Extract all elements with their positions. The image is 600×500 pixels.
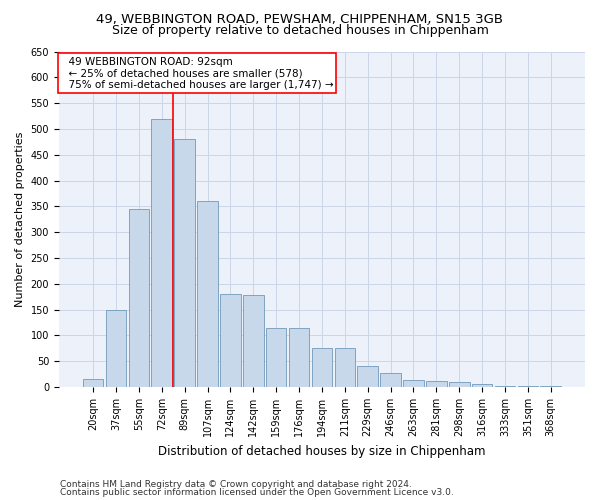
- X-axis label: Distribution of detached houses by size in Chippenham: Distribution of detached houses by size …: [158, 444, 486, 458]
- Bar: [426, 381, 446, 387]
- Text: Contains public sector information licensed under the Open Government Licence v3: Contains public sector information licen…: [60, 488, 454, 497]
- Bar: [403, 380, 424, 387]
- Bar: [311, 348, 332, 387]
- Bar: [243, 295, 263, 387]
- Bar: [266, 328, 286, 387]
- Text: 49, WEBBINGTON ROAD, PEWSHAM, CHIPPENHAM, SN15 3GB: 49, WEBBINGTON ROAD, PEWSHAM, CHIPPENHAM…: [97, 12, 503, 26]
- Bar: [335, 348, 355, 387]
- Text: Size of property relative to detached houses in Chippenham: Size of property relative to detached ho…: [112, 24, 488, 37]
- Bar: [518, 386, 538, 387]
- Text: 49 WEBBINGTON ROAD: 92sqm
  ← 25% of detached houses are smaller (578)
  75% of : 49 WEBBINGTON ROAD: 92sqm ← 25% of detac…: [62, 56, 333, 90]
- Bar: [106, 310, 126, 387]
- Bar: [449, 382, 470, 387]
- Bar: [289, 328, 310, 387]
- Y-axis label: Number of detached properties: Number of detached properties: [15, 132, 25, 307]
- Bar: [128, 209, 149, 387]
- Bar: [83, 380, 103, 387]
- Text: Contains HM Land Registry data © Crown copyright and database right 2024.: Contains HM Land Registry data © Crown c…: [60, 480, 412, 489]
- Bar: [151, 118, 172, 387]
- Bar: [358, 366, 378, 387]
- Bar: [380, 372, 401, 387]
- Bar: [220, 294, 241, 387]
- Bar: [541, 386, 561, 387]
- Bar: [472, 384, 493, 387]
- Bar: [175, 140, 195, 387]
- Bar: [197, 201, 218, 387]
- Bar: [495, 386, 515, 387]
